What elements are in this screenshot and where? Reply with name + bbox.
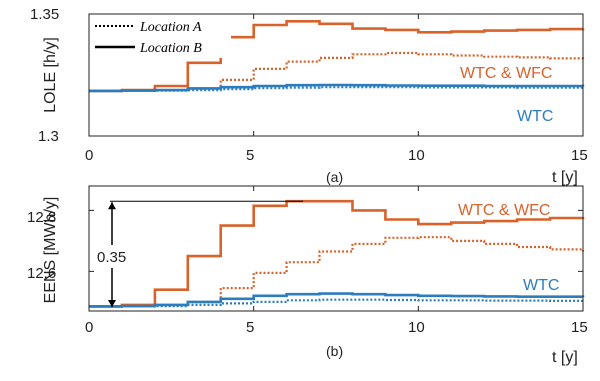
annotation-arrowhead-up: [108, 202, 116, 210]
panel-b-xtick-10: 10: [408, 319, 425, 336]
annotation-arrowhead-down: [108, 299, 116, 307]
panel-a-ytick-bottom: 1.3: [38, 128, 59, 145]
panel-a-xlabel: t [y]: [552, 169, 578, 186]
panel-b-label: (b): [326, 343, 343, 359]
panel-b-series-label-wtc-wfc: WTC & WFC: [458, 202, 550, 219]
legend-label-location-a: Location A: [139, 20, 202, 35]
panel-a: 1.35 1.3 0 5 10 15 t [y] (a) LOLE [h/y] …: [30, 6, 588, 186]
panel-b-frame: [88, 185, 584, 312]
panel-b-series-label-wtc: WTC: [523, 277, 559, 294]
panel-b-xtick-0: 0: [85, 319, 93, 336]
panel-a-series-label-wtc: WTC: [517, 108, 553, 125]
legend-label-location-b: Location B: [139, 41, 202, 56]
panel-a-xtick-15: 15: [571, 147, 588, 164]
panel-b-xtick-15: 15: [571, 319, 588, 336]
panel-b-ytick-12-8: 12.8: [27, 209, 56, 226]
panel-a-ytick-top: 1.35: [30, 6, 59, 23]
difference-annotation: [108, 200, 304, 307]
panel-a-series-wtc-wfc-location-b: [89, 20, 585, 93]
panel-b: 12.8 12.6 0 5 10 15 t [y] (b) EENS [MWh/…: [27, 185, 588, 366]
panel-a-series-wtc-location-b: [89, 83, 585, 93]
panel-b-series-wtc-location-b: [89, 292, 585, 308]
panel-a-xtick-10: 10: [408, 147, 425, 164]
panel-a-ylabel: LOLE [h/y]: [42, 37, 59, 113]
panel-b-xtick-5: 5: [246, 319, 254, 336]
panel-b-xlabel: t [y]: [552, 349, 578, 366]
legend-box: [91, 16, 231, 58]
panel-b-ylabel: EENS [MWh/y]: [42, 197, 59, 304]
panel-a-series-wtc-wfc-location-a: [89, 51, 585, 92]
panel-a-series-label-wtc-wfc: WTC & WFC: [460, 65, 552, 82]
difference-annotation-label: 0.35: [97, 249, 126, 266]
panel-a-xtick-5: 5: [246, 147, 254, 164]
panel-a-frame: [88, 13, 584, 137]
panel-b-ytick-12-6: 12.6: [27, 265, 56, 282]
panel-a-xtick-0: 0: [85, 147, 93, 164]
panel-b-series-wtc-wfc-location-b: [89, 199, 585, 308]
panel-a-label: (a): [326, 169, 343, 185]
